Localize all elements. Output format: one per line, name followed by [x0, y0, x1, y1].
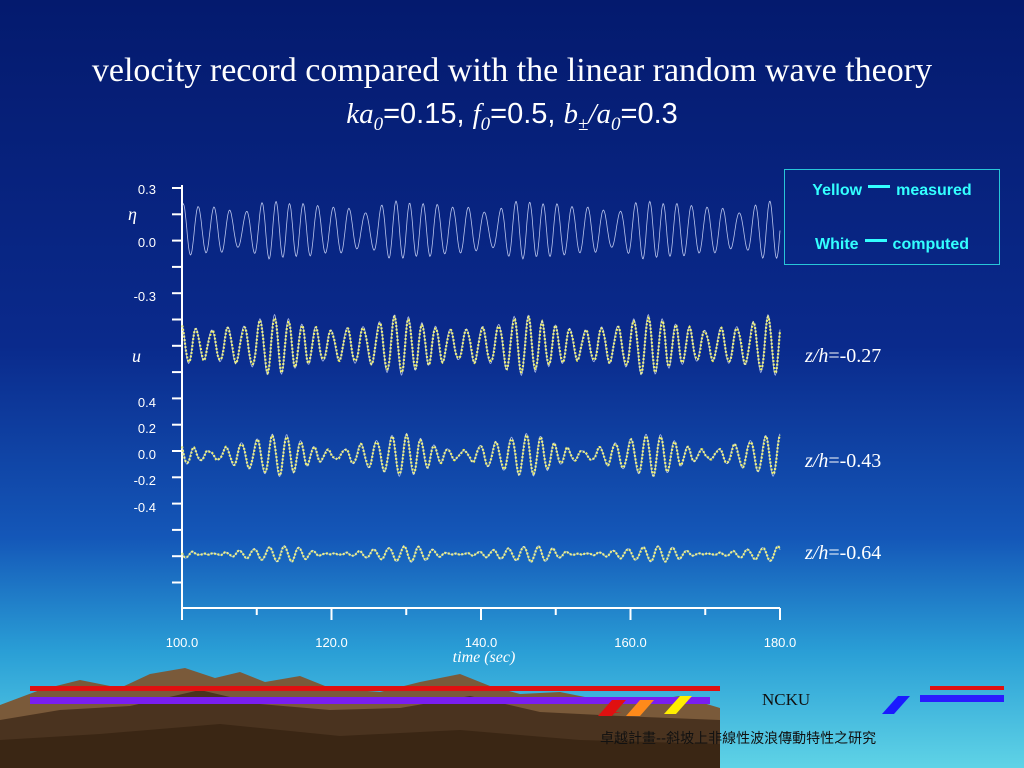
legend-measured-desc: measured [896, 182, 972, 199]
right-blue-stripe [920, 695, 1004, 702]
depth-z: z [805, 450, 813, 472]
x-tick-label: 180.0 [764, 635, 797, 650]
legend-box: Yellow measured White computed [784, 169, 1000, 265]
depth-z: z [805, 542, 813, 564]
depth-label-3: z/h=-0.64 [805, 542, 881, 565]
u-027-measured-curve [180, 314, 782, 376]
depth-h: /h [812, 450, 829, 472]
u-tick-label: 0.2 [138, 421, 156, 436]
eta-tick-label: 0.0 [138, 235, 156, 250]
slide-subtitle: ka0=0.15, f0=0.5, b±/a0=0.3 [0, 98, 1024, 136]
x-tick-label: 140.0 [465, 635, 498, 650]
u-tick-label: -0.2 [134, 473, 156, 488]
legend-measured: Yellow measured [785, 182, 999, 200]
depth-label-1: z/h=-0.27 [805, 345, 881, 368]
ka-value: =0.15, [383, 98, 473, 130]
ka-sub: 0 [373, 113, 384, 135]
x-axis-label: time (sec) [453, 649, 516, 666]
u-tick-label: 0.0 [138, 447, 156, 462]
depth-h: /h [812, 345, 829, 367]
yellow-mark [664, 696, 692, 714]
u-027-computed-curve [181, 313, 781, 377]
eta-computed-curve [181, 200, 781, 260]
legend-computed-desc: computed [892, 236, 969, 253]
legend-computed: White computed [785, 236, 999, 254]
orange-mark [626, 700, 654, 716]
project-title: 卓越計畫--斜坡上非線性波浪傳動特性之研究 [600, 731, 877, 747]
f-sub: 0 [480, 113, 491, 135]
u-tick-label: -0.4 [134, 500, 156, 515]
x-tick-label: 120.0 [315, 635, 348, 650]
b-sub: ± [578, 113, 589, 135]
legend-dash [868, 185, 891, 189]
depth-value-3: =-0.64 [828, 542, 882, 564]
right-red-stripe [930, 686, 1004, 690]
depth-h: /h [812, 542, 829, 564]
blue-mark [882, 696, 910, 714]
u-043-measured-curve [180, 432, 781, 478]
eta-tick-label: -0.3 [134, 289, 156, 304]
legend-dash [864, 239, 887, 243]
footer-scenery [0, 668, 1004, 768]
slide-title: velocity record compared with the linear… [91, 52, 933, 89]
x-tick-label: 100.0 [166, 635, 199, 650]
slash: / [588, 98, 597, 130]
depth-label-2: z/h=-0.43 [805, 450, 881, 473]
u-tick-label: 0.4 [138, 395, 156, 410]
red-mark [598, 700, 626, 716]
x-tick-label: 160.0 [614, 635, 647, 650]
legend-yellow-word: Yellow [812, 182, 863, 199]
eta-tick-label: 0.3 [138, 182, 156, 197]
ncku-label: NCKU [762, 690, 811, 709]
legend-white-word: White [815, 236, 859, 253]
a-sub: 0 [611, 113, 621, 135]
chart-tick-labels: 100.0 120.0 140.0 160.0 180.0 0.3 0.0 -0.3 0.4 0.… [134, 182, 797, 650]
f-value: =0.5, [490, 98, 564, 130]
ka-label: ka [346, 98, 374, 130]
red-stripe [30, 686, 720, 691]
u-symbol: u [132, 346, 141, 366]
chart-curves [180, 200, 782, 564]
purple-stripe [30, 697, 710, 704]
depth-value-1: =-0.27 [828, 345, 882, 367]
chart-axes [172, 185, 781, 620]
a-label: a [596, 98, 612, 130]
f-label: f [472, 98, 481, 130]
u-064-computed-curve [181, 545, 781, 563]
mountain-foreground [0, 724, 720, 768]
depth-z: z [805, 345, 813, 367]
ba-value: =0.3 [620, 98, 678, 130]
eta-symbol: η [128, 204, 137, 224]
depth-value-2: =-0.43 [828, 450, 882, 472]
u-043-computed-curve [181, 432, 781, 478]
b-label: b [563, 98, 579, 130]
